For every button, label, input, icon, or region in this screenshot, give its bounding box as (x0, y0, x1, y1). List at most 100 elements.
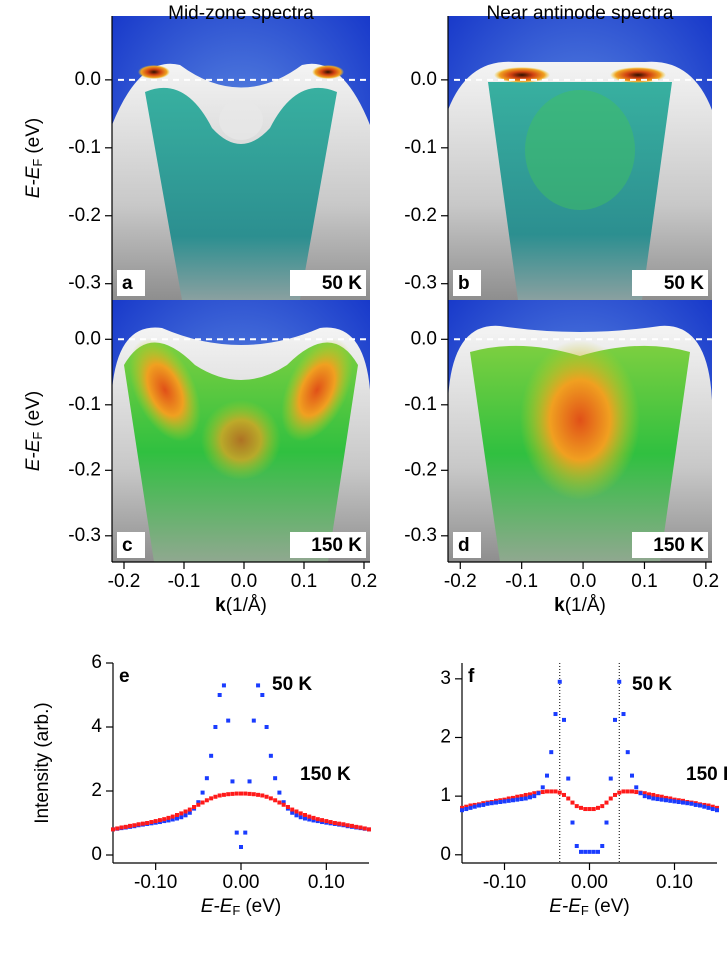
data-point (634, 785, 639, 790)
data-point (562, 792, 566, 797)
data-point (506, 798, 511, 803)
y-axis-label: Intensity (arb.) (32, 702, 53, 823)
panel-label: b (458, 273, 470, 294)
data-point (689, 801, 694, 806)
y-tick-label: 0 (91, 844, 102, 865)
data-point (234, 830, 239, 835)
y-tick-label: -0.2 (68, 205, 101, 226)
data-point (591, 849, 596, 854)
label-box (117, 270, 145, 296)
data-point (647, 792, 651, 797)
x-tick-label: -0.2 (108, 571, 141, 592)
data-point (285, 805, 290, 809)
spectrum-image (448, 16, 712, 300)
data-point (600, 804, 605, 809)
data-point (273, 798, 278, 803)
data-point (196, 800, 201, 805)
data-point (140, 821, 145, 826)
data-point (519, 797, 524, 802)
data-point (566, 776, 571, 781)
data-point (655, 794, 660, 799)
x-tick-label: 0.0 (570, 571, 596, 592)
data-point (128, 823, 133, 828)
label-unit: (eV) (23, 391, 44, 427)
data-point (608, 776, 613, 781)
data-point (460, 805, 464, 810)
data-point (111, 827, 115, 832)
data-point (307, 814, 312, 819)
data-point (170, 817, 175, 822)
data-point (532, 794, 537, 799)
data-point (574, 804, 579, 809)
data-point (221, 792, 226, 797)
data-point (579, 849, 583, 854)
data-point (579, 805, 583, 810)
data-point (706, 803, 711, 808)
data-point (281, 802, 286, 807)
data-point (277, 800, 282, 805)
y-tick-label: -0.1 (404, 394, 437, 415)
data-point (153, 819, 158, 824)
data-point (536, 791, 541, 796)
data-point (630, 773, 634, 778)
data-point (200, 790, 205, 795)
data-point (672, 799, 677, 804)
data-point (519, 794, 524, 799)
x-tick-label: -0.1 (168, 571, 201, 592)
data-point (583, 849, 588, 854)
x-tick-label: 0.1 (291, 571, 317, 592)
data-point (702, 804, 707, 809)
data-point (681, 800, 685, 805)
data-point (587, 849, 592, 854)
data-point (511, 795, 515, 800)
data-point (570, 800, 575, 805)
data-point (693, 802, 698, 807)
temperature-label: 150 K (653, 535, 704, 556)
x-tick-label: 0.10 (308, 872, 345, 893)
y-tick-label: 0 (440, 844, 451, 865)
label-var: E-E (549, 896, 581, 917)
data-point (557, 679, 562, 684)
data-point (604, 820, 609, 825)
x-tick-label: 0.2 (693, 571, 719, 592)
data-point (341, 822, 346, 827)
data-point (562, 717, 566, 722)
y-tick-label: -0.3 (404, 525, 437, 546)
data-point (515, 797, 520, 802)
data-point (485, 801, 490, 806)
y-tick-label: -0.1 (404, 137, 437, 158)
data-point (553, 789, 558, 794)
data-point (468, 803, 473, 808)
data-point (630, 789, 634, 794)
label-unit: (eV) (245, 896, 281, 917)
data-point (349, 823, 354, 828)
data-point (523, 792, 528, 797)
data-point (604, 800, 609, 805)
x-axis-label: k(1/Å) (215, 595, 267, 616)
spectrum-image (448, 300, 712, 562)
data-point (460, 808, 464, 813)
label-box (117, 532, 145, 558)
data-point (243, 830, 248, 835)
data-point (494, 800, 498, 805)
y-tick-label: 4 (91, 716, 102, 737)
data-point (268, 796, 273, 801)
label-var: E-E (23, 166, 44, 198)
data-point (290, 810, 295, 815)
label-var: E-E (23, 439, 44, 471)
data-point (367, 827, 371, 832)
x-tick-label: -0.1 (505, 571, 538, 592)
data-point (664, 795, 668, 800)
data-point (179, 811, 184, 816)
data-point (260, 693, 265, 697)
data-point (119, 825, 124, 830)
data-point (566, 796, 571, 801)
y-tick-label: -0.3 (68, 525, 101, 546)
data-point (523, 796, 528, 801)
data-point (540, 785, 545, 790)
data-point (217, 793, 222, 798)
data-point (570, 820, 575, 825)
data-point (149, 820, 154, 825)
data-point (264, 725, 269, 729)
data-point (506, 796, 511, 801)
